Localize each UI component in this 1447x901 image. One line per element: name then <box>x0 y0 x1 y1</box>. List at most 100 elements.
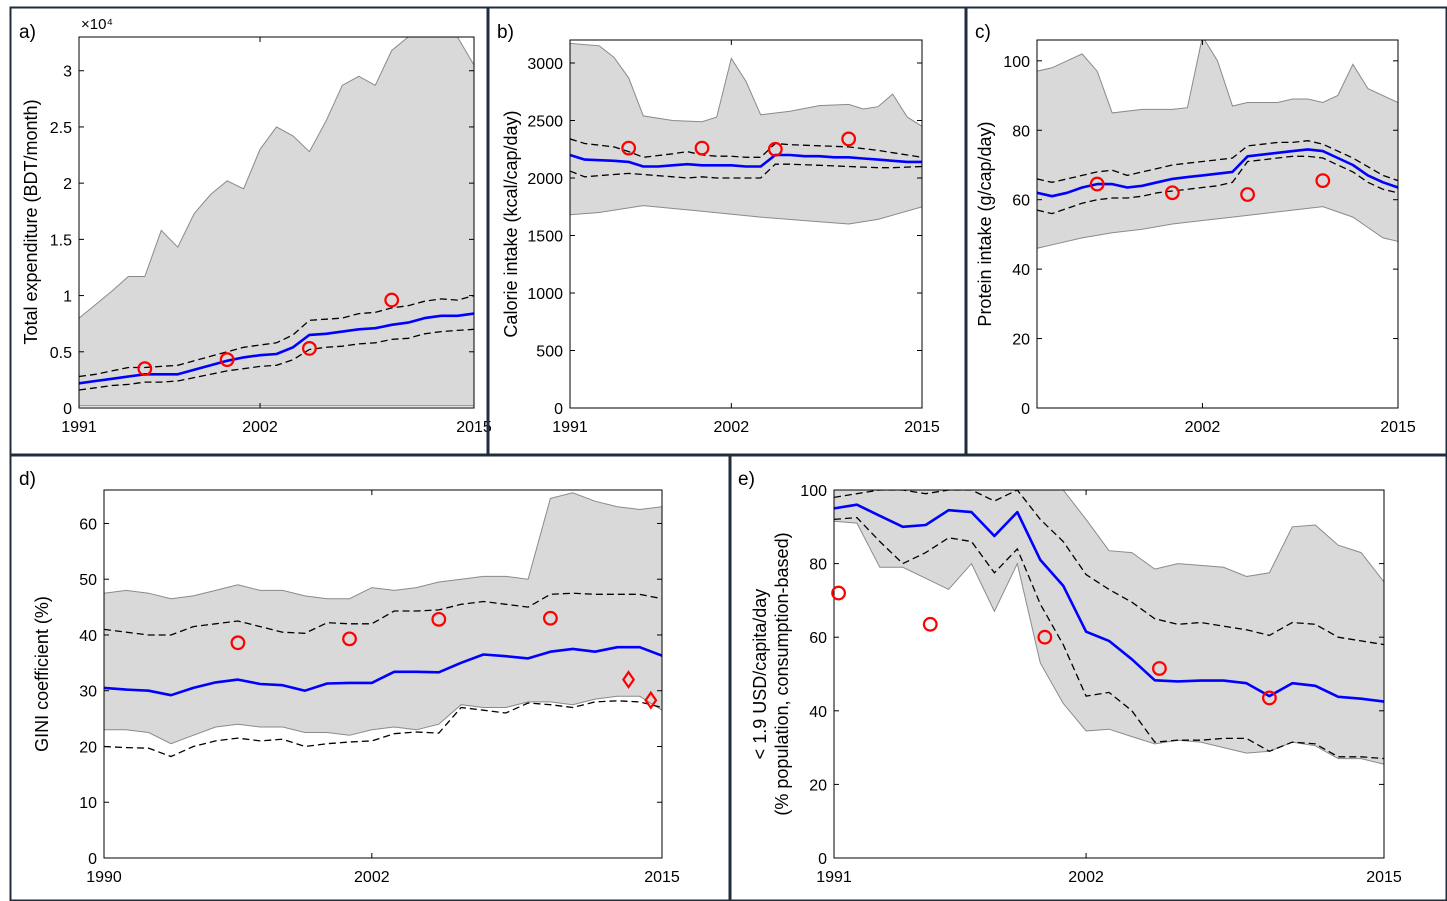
mean-line <box>1037 148 1398 198</box>
y-tick-label: 20 <box>809 777 827 794</box>
observed-point <box>1164 185 1180 201</box>
x-tick-label: 2015 <box>904 419 940 436</box>
x-tick-label: 2002 <box>714 419 750 436</box>
x-tick-label: 2015 <box>1380 419 1416 436</box>
observed-point <box>767 141 783 157</box>
y-tick-label: 2000 <box>527 171 563 188</box>
x-tick-label: 2015 <box>644 869 680 886</box>
y-tick-label: 60 <box>1012 193 1030 210</box>
y-tick-label: 1000 <box>527 286 563 303</box>
y-tick-label: 0 <box>88 851 97 868</box>
observed-alt-point <box>644 690 658 710</box>
observed-alt-point <box>621 670 636 690</box>
y-tick-label: 80 <box>809 557 827 574</box>
y-tick-label: 0 <box>818 851 827 868</box>
x-tick-label: 1991 <box>816 869 852 886</box>
x-tick-label: 1991 <box>61 419 97 436</box>
y-tick-label: 100 <box>1003 54 1030 71</box>
y-tick-label: 1.5 <box>50 232 72 249</box>
x-tick-label: 1990 <box>86 869 122 886</box>
y-tick-label: 1 <box>63 289 72 306</box>
y-tick-label: 30 <box>79 684 97 701</box>
observed-point <box>137 361 153 377</box>
y-tick-label: 0.5 <box>50 345 72 362</box>
axes-frame <box>103 489 663 859</box>
x-tick-label: 2002 <box>242 419 278 436</box>
observed-point <box>621 140 637 156</box>
y-tick-label: 40 <box>79 628 97 645</box>
observed-point <box>384 292 400 308</box>
observed-point <box>1315 173 1331 189</box>
y-tick-label: 50 <box>79 572 97 589</box>
x-tick-label: 2002 <box>354 869 390 886</box>
y-axis-label: Calorie intake (kcal/cap/day) <box>501 110 521 337</box>
panels: 0 0.5 1 1.5 2 2.5 3 1991 2002 2015 ×10⁴ a) Total exp… <box>19 16 1416 886</box>
panel-e: 0 20 40 60 80 100 1991 2002 2015 e) < 1.9 USD/capi… <box>738 469 1402 886</box>
observed-point <box>1037 629 1053 645</box>
y-tick-label: 0 <box>1021 401 1030 418</box>
y-tick-label: 3 <box>63 64 72 81</box>
y-axis-label: < 1.9 USD/capita/day <box>750 589 770 760</box>
ci-lower-line <box>104 700 662 758</box>
observed-point <box>342 631 357 647</box>
x-tick-label: 2002 <box>1185 419 1221 436</box>
uncertainty-band <box>79 37 474 407</box>
mean-line <box>570 153 922 168</box>
mean-line <box>104 645 662 697</box>
y-tick-label: 100 <box>800 483 827 500</box>
observed-point <box>1089 176 1105 192</box>
y-tick-label: 3000 <box>527 56 563 73</box>
observed-point <box>841 131 857 147</box>
panel-label: e) <box>738 469 755 490</box>
axes-frame <box>569 39 923 409</box>
panel-a: 0 0.5 1 1.5 2 2.5 3 1991 2002 2015 ×10⁴ a) Total exp… <box>19 16 492 436</box>
y-tick-label: 10 <box>79 795 97 812</box>
panel-b: 0 500 1000 1500 2000 2500 3000 1991 2002 2015 b) Ca… <box>497 22 940 436</box>
y-tick-label: 2 <box>63 176 72 193</box>
ci-upper-line <box>570 138 922 158</box>
panel-d: 0 10 20 30 40 50 60 1990 2002 2015 d) GINI coeffici… <box>19 469 680 886</box>
y-tick-label: 2.5 <box>50 120 72 137</box>
observed-point <box>831 585 846 601</box>
observed-point <box>1240 187 1255 202</box>
y-tick-label: 1500 <box>527 229 563 246</box>
plot-content <box>834 490 1384 765</box>
panel-c: 0 20 40 60 80 100 2002 2015 c) Protein intake (g/… <box>975 22 1416 436</box>
ci-lower-line <box>570 163 922 179</box>
ci-lower-line <box>79 328 474 391</box>
ci-upper-line <box>1037 140 1398 183</box>
x-tick-label: 2015 <box>456 419 492 436</box>
axes-frame <box>78 36 475 409</box>
y-tick-label: 60 <box>79 516 97 533</box>
panel-label: c) <box>975 22 991 43</box>
plot-content <box>1037 40 1398 249</box>
x-tick-label: 1991 <box>552 419 588 436</box>
panel-label: a) <box>19 22 36 43</box>
y-multiplier-label: ×10⁴ <box>81 16 113 33</box>
uncertainty-band <box>1037 40 1398 249</box>
plot-content <box>570 42 922 225</box>
observed-point <box>922 616 938 632</box>
ci-lower-line <box>834 516 1384 760</box>
axes-frame <box>1036 39 1399 409</box>
y-tick-label: 500 <box>536 344 563 361</box>
y-tick-label: 2500 <box>527 114 563 131</box>
uncertainty-band <box>570 42 922 225</box>
y-tick-label: 40 <box>809 704 827 721</box>
observed-point <box>219 352 235 368</box>
y-axis-label: GINI coefficient (%) <box>32 596 52 752</box>
ci-upper-line <box>79 294 474 378</box>
y-tick-label: 20 <box>1012 332 1030 349</box>
y-axis-label: Protein intake (g/cap/day) <box>975 121 995 326</box>
observed-point <box>543 610 558 626</box>
x-tick-label: 2002 <box>1068 869 1104 886</box>
plot-content <box>104 492 662 758</box>
observed-point <box>230 635 246 651</box>
y-tick-label: 60 <box>809 630 827 647</box>
observed-point <box>431 611 447 627</box>
observed-point <box>302 341 317 356</box>
observed-point <box>1262 690 1277 706</box>
observed-point <box>1152 661 1167 676</box>
mean-line <box>834 503 1384 703</box>
